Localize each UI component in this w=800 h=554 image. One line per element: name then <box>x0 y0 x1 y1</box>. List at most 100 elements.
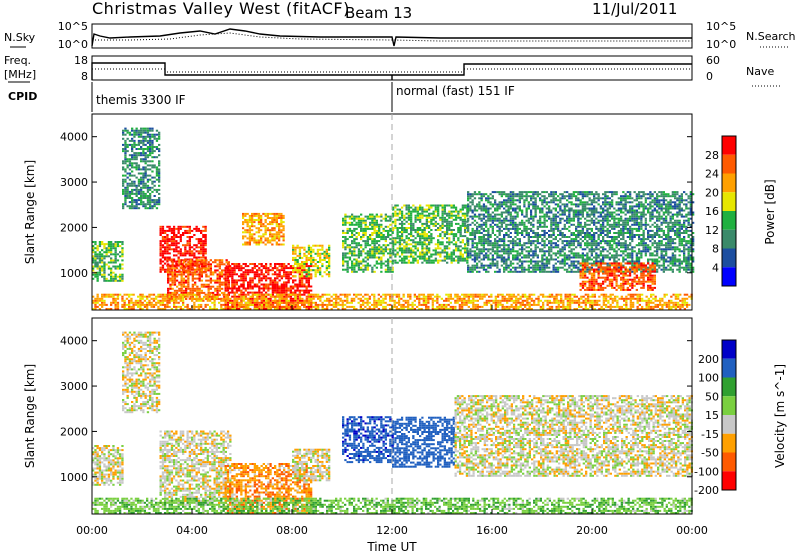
heatmap-cell <box>151 143 154 146</box>
heatmap-cell <box>579 238 582 241</box>
heatmap-cell <box>570 260 573 263</box>
heatmap-cell <box>590 191 593 194</box>
heatmap-cell <box>202 246 205 249</box>
heatmap-cell <box>518 227 521 230</box>
heatmap-cell <box>207 279 210 282</box>
heatmap-cell <box>559 219 562 222</box>
heatmap-cell <box>423 233 426 236</box>
heatmap-cell <box>114 245 117 248</box>
heatmap-cell <box>467 191 470 194</box>
heatmap-cell <box>455 206 458 209</box>
heatmap-cell <box>168 238 171 241</box>
heatmap-cell <box>251 225 254 228</box>
heatmap-cell <box>285 271 288 274</box>
heatmap-cell <box>581 201 584 204</box>
heatmap-cell <box>188 252 191 255</box>
heatmap-cell <box>342 232 345 234</box>
heatmap-cell <box>266 239 269 242</box>
heatmap-cell <box>545 266 548 269</box>
heatmap-cell <box>593 262 596 265</box>
heatmap-cell <box>496 205 499 208</box>
heatmap-cell <box>572 252 575 255</box>
heatmap-cell <box>303 254 306 257</box>
heatmap-cell <box>595 240 598 243</box>
heatmap-cell <box>260 301 263 304</box>
heatmap-cell <box>142 182 145 185</box>
heatmap-cell <box>541 268 544 271</box>
heatmap-cell <box>552 268 555 271</box>
heatmap-cell <box>494 262 497 265</box>
heatmap-cell <box>207 269 210 272</box>
heatmap-cell <box>577 199 580 202</box>
heatmap-cell <box>487 258 490 261</box>
heatmap-cell <box>586 229 589 232</box>
heatmap-cell <box>167 281 170 284</box>
heatmap-cell <box>536 232 539 234</box>
heatmap-cell <box>103 245 106 248</box>
heatmap-cell <box>606 213 609 216</box>
heatmap-cell <box>292 252 295 255</box>
heatmap-cell <box>586 219 589 222</box>
heatmap-cell <box>187 271 190 274</box>
heatmap-cell <box>119 267 122 270</box>
heatmap-cell <box>464 216 467 219</box>
heatmap-cell <box>586 215 589 218</box>
heatmap-cell <box>608 225 611 228</box>
heatmap-cell <box>543 229 546 232</box>
heatmap-cell <box>543 191 546 194</box>
heatmap-cell <box>448 212 451 215</box>
heatmap-cell <box>303 261 306 263</box>
heatmap-cell <box>328 246 331 249</box>
heatmap-cell <box>541 203 544 206</box>
heatmap-cell <box>412 251 415 254</box>
heatmap-cell <box>96 267 99 270</box>
heatmap-cell <box>405 243 408 246</box>
heatmap-cell <box>489 193 492 196</box>
heatmap-cell <box>590 248 593 251</box>
heatmap-cell <box>396 237 399 240</box>
heatmap-cell <box>247 273 250 276</box>
heatmap-cell <box>122 143 125 146</box>
heatmap-cell <box>303 277 306 280</box>
heatmap-cell <box>224 271 227 274</box>
heatmap-cell <box>405 257 408 260</box>
heatmap-cell <box>401 224 404 227</box>
heatmap-cell <box>142 203 145 206</box>
heatmap-cell <box>158 178 161 181</box>
heatmap-cell <box>353 223 356 226</box>
heatmap-cell <box>588 248 591 251</box>
heatmap-cell <box>384 225 387 228</box>
heatmap-cell <box>121 249 124 252</box>
heatmap-cell <box>572 266 575 269</box>
heatmap-cell <box>375 242 378 245</box>
heatmap-cell <box>563 203 566 206</box>
heatmap-cell <box>155 203 159 206</box>
heatmap-cell <box>283 275 286 278</box>
heatmap-cell <box>419 220 422 223</box>
heatmap-cell <box>348 246 352 249</box>
heatmap-cell <box>387 268 390 271</box>
heatmap-cell <box>287 289 290 292</box>
heatmap-cell <box>373 238 376 241</box>
heatmap-cell <box>380 250 383 253</box>
heatmap-cell <box>271 279 274 282</box>
heatmap-cell <box>223 295 226 298</box>
heatmap-cell <box>122 203 125 206</box>
heatmap-cell <box>539 234 542 236</box>
heatmap-cell <box>482 246 485 249</box>
heatmap-cell <box>182 225 185 228</box>
heatmap-cell <box>507 270 510 273</box>
heatmap-cell <box>606 256 609 259</box>
heatmap-cell <box>473 219 477 222</box>
heatmap-cell <box>457 231 460 234</box>
heatmap-cell <box>131 139 134 142</box>
heatmap-cell <box>518 258 521 261</box>
heatmap-cell <box>448 222 451 225</box>
heatmap-cell <box>521 246 524 249</box>
heatmap-cell <box>357 268 360 271</box>
heatmap-cell <box>321 275 324 278</box>
heatmap-cell <box>112 247 115 250</box>
heatmap-cell <box>249 308 252 310</box>
heatmap-cell <box>471 244 474 247</box>
heatmap-cell <box>437 210 440 213</box>
